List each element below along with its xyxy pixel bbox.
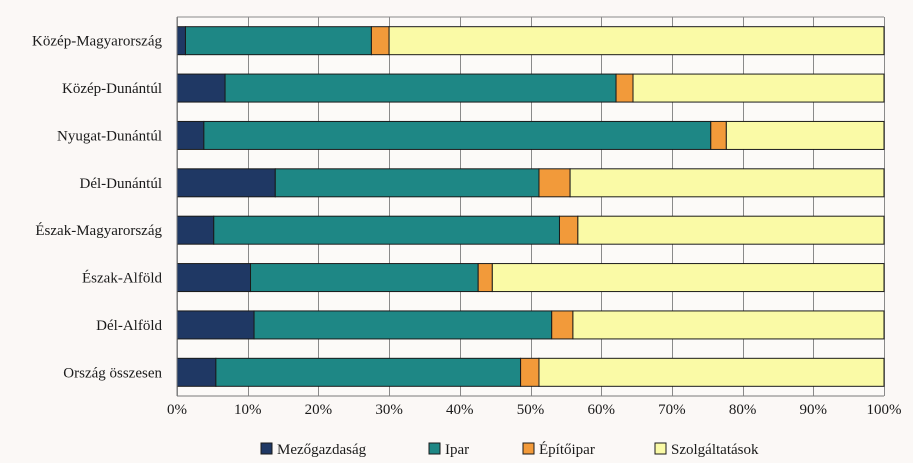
x-tick-label: 80% (729, 402, 757, 418)
bar-segment (370, 26, 390, 56)
x-tick-label: 100% (867, 402, 902, 418)
legend-label: Építőipar (539, 441, 595, 458)
bar-segment (632, 73, 885, 103)
x-tick-label: 60% (587, 402, 615, 418)
legend: Mezőgazdaság Ipar Építőipar Szolgáltatások (260, 441, 759, 458)
x-tick-label: 90% (800, 402, 828, 418)
bar-segment (176, 357, 217, 387)
bar-segment (176, 120, 205, 150)
x-tick-labels: 0% 10% 20% 30% 40% 50% 60% 70% 80% 90% 100% (167, 402, 902, 418)
bar-segment (388, 26, 885, 56)
category-label: Közép-Dunántúl (62, 81, 162, 97)
bar-segment (176, 168, 276, 198)
legend-label: Szolgáltatások (671, 442, 759, 458)
bar-segment (520, 357, 540, 387)
legend-swatch (260, 442, 273, 455)
bar-segment (551, 310, 574, 340)
category-label: Dél-Alföld (96, 318, 162, 334)
x-tick-label: 0% (167, 402, 187, 418)
bar-segment (224, 73, 617, 103)
category-label: Észak-Alföld (82, 270, 162, 287)
bars (176, 26, 885, 387)
bar-segment (215, 357, 522, 387)
bar-segment (577, 215, 885, 245)
legend-swatch (654, 442, 667, 455)
bar-segment (213, 215, 560, 245)
x-tick-label: 20% (305, 402, 333, 418)
x-tick-label: 40% (446, 402, 474, 418)
category-label: Nyugat-Dunántúl (57, 128, 162, 144)
bar-segment (710, 120, 727, 150)
x-tick-label: 10% (234, 402, 262, 418)
category-labels: Közép-Magyarország Közép-Dunántúl Nyugat-D… (32, 34, 162, 382)
bar-segment (538, 168, 571, 198)
bar-segment (176, 26, 186, 56)
bar-segment (274, 168, 540, 198)
bar-segment (569, 168, 885, 198)
bar-segment (203, 120, 712, 150)
legend-swatch (522, 442, 535, 455)
category-label: Dél-Dunántúl (80, 176, 162, 192)
bar-segment (176, 263, 252, 293)
x-tick-label: 70% (658, 402, 686, 418)
bar-segment (176, 73, 226, 103)
bar-segment (491, 263, 885, 293)
category-label: Észak-Magyarország (35, 222, 162, 239)
axes (176, 17, 884, 397)
bar-segment (725, 120, 885, 150)
bar-segment (176, 310, 255, 340)
x-tick-label: 50% (517, 402, 545, 418)
legend-swatch (428, 442, 441, 455)
bar-segment (253, 310, 553, 340)
bar-segment (477, 263, 493, 293)
bar-segment (184, 26, 372, 56)
bar-segment (615, 73, 634, 103)
bar-segment (558, 215, 579, 245)
category-label: Közép-Magyarország (32, 34, 162, 50)
bar-segment (250, 263, 479, 293)
bar-segment (572, 310, 885, 340)
category-label: Ország összesen (63, 365, 162, 381)
legend-label: Ipar (445, 442, 469, 458)
legend-label: Mezőgazdaság (277, 442, 367, 458)
bar-segment (176, 215, 215, 245)
x-tick-label: 30% (375, 402, 403, 418)
bar-segment (538, 357, 885, 387)
